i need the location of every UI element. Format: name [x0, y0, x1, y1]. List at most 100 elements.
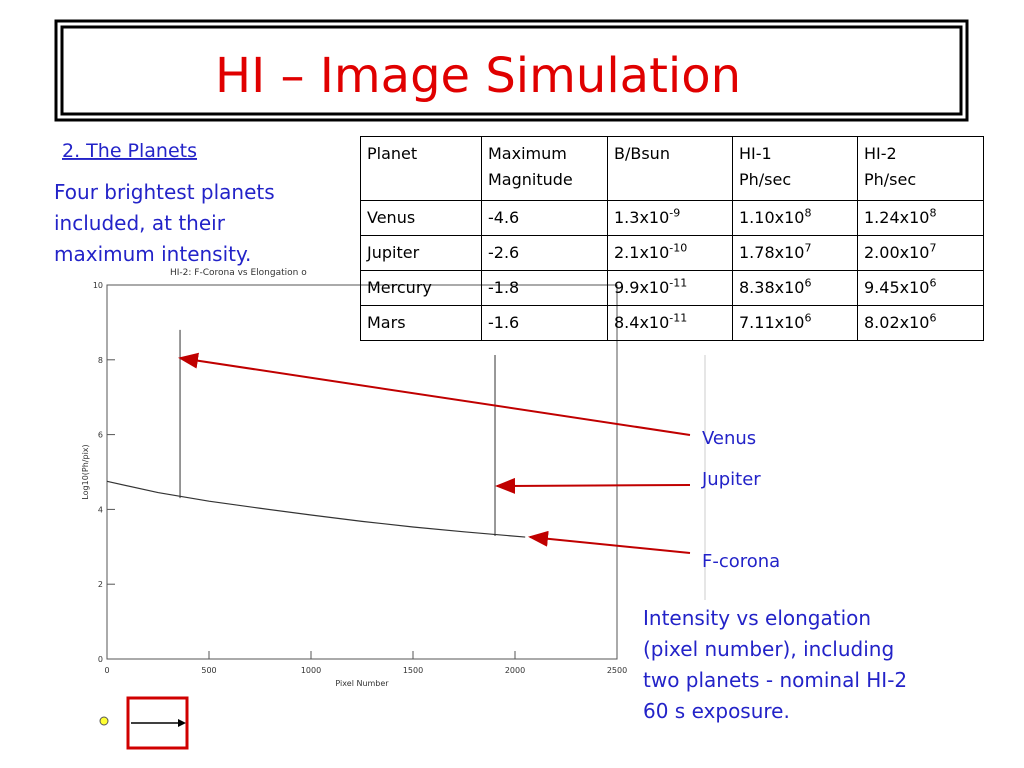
- header-text: Ph/sec: [739, 170, 792, 189]
- cell-base: 1.3x10: [614, 208, 670, 227]
- header-cell: B/Bsun: [607, 136, 733, 201]
- cell-base: 9.9x10: [614, 278, 670, 297]
- table-cell: 8.38x106: [732, 270, 858, 306]
- table-row: Venus -4.6 1.3x10-9 1.10x108 1.24x108: [360, 200, 984, 236]
- cell-base: 2.00x10: [864, 243, 930, 262]
- cell-exponent: -10: [669, 241, 688, 255]
- caption-line: (pixel number), including: [643, 637, 894, 661]
- x-axis-label: Pixel Number: [335, 679, 389, 688]
- intro-line: included, at their: [54, 211, 226, 235]
- cell-base: 8.02x10: [864, 313, 930, 332]
- header-text: HI-1: [739, 144, 772, 163]
- cell-exponent: 6: [804, 311, 812, 325]
- table-cell: Jupiter: [360, 235, 482, 271]
- x-tick-label: 2500: [607, 666, 627, 675]
- cell-base: 1.78x10: [739, 243, 805, 262]
- icon-box: [126, 696, 189, 750]
- cell-exponent: 6: [929, 311, 937, 325]
- icon-arrowhead: [178, 719, 186, 727]
- caption-line: two planets - nominal HI-2: [643, 668, 907, 692]
- cell-base: 1.10x10: [739, 208, 805, 227]
- header-text: Magnitude: [488, 170, 573, 189]
- table-cell: Mercury: [360, 270, 482, 306]
- icon-dot: [99, 716, 109, 726]
- intro-line: maximum intensity.: [54, 242, 251, 266]
- cell-base: 2.1x10: [614, 243, 670, 262]
- callout-label: Venus: [702, 428, 756, 449]
- cell-exponent: 7: [929, 241, 937, 255]
- y-axis-label: Log10(Ph/pix): [81, 444, 90, 499]
- table-cell: 2.1x10-10: [607, 235, 733, 271]
- header-cell: HI-1 Ph/sec: [732, 136, 858, 201]
- header-cell: HI-2 Ph/sec: [857, 136, 984, 201]
- header-text: HI-2: [864, 144, 897, 163]
- table-cell: -1.8: [481, 270, 608, 306]
- table-row: Jupiter -2.6 2.1x10-10 1.78x107 2.00x107: [360, 235, 984, 271]
- cell-exponent: 6: [804, 276, 812, 290]
- y-tick-label: 10: [93, 281, 103, 290]
- f-corona-curve: [106, 480, 526, 538]
- cell-base: 8.38x10: [739, 278, 805, 297]
- table-cell: 8.4x10-11: [607, 305, 733, 341]
- caption-line: 60 s exposure.: [643, 699, 790, 723]
- title: HI – Image Simulation: [215, 48, 741, 104]
- section-heading: 2. The Planets: [62, 140, 197, 162]
- cell-base: 7.11x10: [739, 313, 805, 332]
- header-text: B/Bsun: [614, 144, 670, 163]
- cell-exponent: -9: [669, 206, 681, 220]
- callout-arrow: [528, 530, 691, 554]
- table-cell: 7.11x106: [732, 305, 858, 341]
- table-row: Mars -1.6 8.4x10-11 7.11x106 8.02x106: [360, 305, 984, 341]
- x-tick-label: 1000: [301, 666, 321, 675]
- table-cell: 9.9x10-11: [607, 270, 733, 306]
- cell-exponent: 6: [929, 276, 937, 290]
- x-tick-label: 1500: [403, 666, 423, 675]
- cell-exponent: 8: [929, 206, 937, 220]
- x-tick-label: 500: [201, 666, 216, 675]
- cell-base: 8.4x10: [614, 313, 670, 332]
- x-tick-label: 2000: [505, 666, 525, 675]
- cell-exponent: -11: [669, 311, 688, 325]
- cell-exponent: -11: [669, 276, 688, 290]
- y-tick-label: 6: [98, 431, 103, 440]
- caption-line: Intensity vs elongation: [643, 606, 871, 630]
- plot-title: HI-2: F-Corona vs Elongation o: [170, 268, 307, 278]
- header-text: Maximum: [488, 144, 567, 163]
- y-tick-label: 8: [98, 356, 103, 365]
- table-row: Mercury -1.8 9.9x10-11 8.38x106 9.45x106: [360, 270, 984, 306]
- y-tick-label: 4: [98, 505, 103, 514]
- header-cell: Maximum Magnitude: [481, 136, 608, 201]
- table-cell: -1.6: [481, 305, 608, 341]
- callout-label: Jupiter: [701, 469, 761, 490]
- table-cell: -2.6: [481, 235, 608, 271]
- dynamic: Four brightest planets included, at their…: [54, 180, 907, 723]
- callout-arrow: [495, 477, 691, 494]
- plot-frame: [106, 284, 618, 660]
- table-cell: Venus: [360, 200, 482, 236]
- callout-label: F-corona: [702, 551, 780, 572]
- header-cell: Planet: [360, 136, 482, 201]
- table-cell: 1.78x107: [732, 235, 858, 271]
- table-cell: 1.24x108: [857, 200, 984, 236]
- title-frame-inner: [60, 25, 963, 116]
- cell-exponent: 7: [804, 241, 812, 255]
- table-cell: -4.6: [481, 200, 608, 236]
- cell-base: 9.45x10: [864, 278, 930, 297]
- callout-arrow: [178, 352, 691, 436]
- cell-base: 1.24x10: [864, 208, 930, 227]
- y-tick-label: 0: [98, 655, 103, 664]
- table-cell: 1.10x108: [732, 200, 858, 236]
- table-cell: 2.00x107: [857, 235, 984, 271]
- y-tick-label: 2: [98, 580, 103, 589]
- table-cell: Mars: [360, 305, 482, 341]
- title-frame: [54, 19, 969, 122]
- table-cell: 1.3x10-9: [607, 200, 733, 236]
- header-row: Planet Maximum Magnitude B/Bsun HI-1 Ph/sec HI…: [360, 136, 984, 201]
- cell-exponent: 8: [804, 206, 812, 220]
- table-cell: 9.45x106: [857, 270, 984, 306]
- planet-table: Planet Maximum Magnitude B/Bsun HI-1 Ph/sec HI…: [360, 136, 984, 341]
- table-cell: 8.02x106: [857, 305, 984, 341]
- header-text: Ph/sec: [864, 170, 917, 189]
